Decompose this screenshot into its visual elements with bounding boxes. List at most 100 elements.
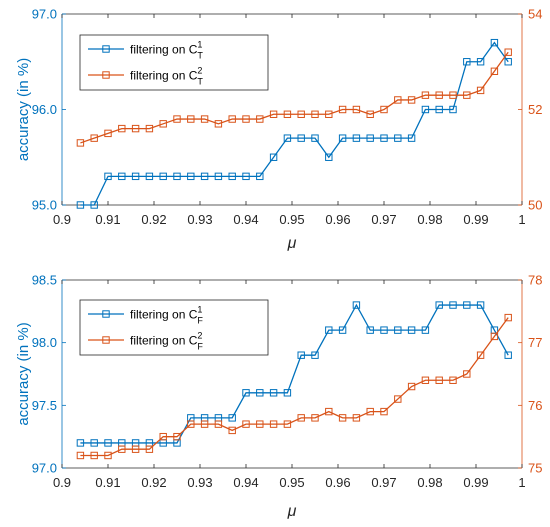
data-point-marker — [118, 445, 126, 453]
data-point-marker — [228, 426, 236, 435]
data-point-marker — [421, 376, 430, 384]
x-tick-label: 0.95 — [279, 475, 304, 490]
data-point-marker — [214, 420, 223, 428]
data-point-marker — [214, 172, 223, 181]
data-point-marker — [297, 351, 305, 359]
legend-label: filtering on C2 F — [130, 331, 203, 352]
data-point-marker — [380, 105, 388, 114]
data-point-marker — [352, 105, 361, 114]
y-right-tick-label: 75 — [528, 461, 542, 476]
data-point-marker — [104, 172, 112, 181]
legend-swatch-marker — [102, 71, 110, 79]
x-tick-label: 0.98 — [417, 212, 442, 227]
data-point-marker — [435, 91, 443, 99]
x-tick-label: 0.92 — [141, 475, 166, 490]
legend-label: filtering on C2 T — [130, 66, 203, 87]
legend-label-sub: F — [197, 342, 203, 352]
data-point-marker — [325, 326, 333, 334]
data-point-marker — [131, 445, 140, 453]
x-tick-label: 0.93 — [187, 475, 212, 490]
x-tick-label: 0.9 — [53, 212, 71, 227]
data-point-marker — [476, 58, 485, 66]
data-point-marker — [187, 420, 195, 428]
y-axis-title: accuracy (in %) — [15, 58, 32, 161]
data-point-marker — [407, 326, 416, 334]
data-point-marker — [131, 124, 140, 133]
data-point-marker — [118, 172, 126, 181]
data-point-marker — [269, 420, 278, 428]
data-point-marker — [145, 124, 154, 133]
data-point-marker — [297, 134, 305, 142]
data-point-marker — [256, 172, 264, 181]
series-line — [80, 41, 509, 206]
data-point-marker — [228, 172, 236, 181]
x-tick-label: 0.94 — [233, 475, 258, 490]
data-point-marker — [283, 134, 292, 142]
data-point-marker — [407, 96, 416, 104]
legend-box — [79, 34, 269, 91]
y-right-tick-label: 76 — [528, 398, 542, 413]
y-left-tick-label: 97.0 — [32, 7, 57, 22]
data-point-marker — [104, 451, 112, 460]
data-point-marker — [421, 105, 430, 114]
x-tick-label: 0.92 — [141, 212, 166, 227]
data-point-marker — [283, 389, 292, 397]
x-tick-label: 0.99 — [463, 212, 488, 227]
y-right-tick-label: 54 — [528, 7, 542, 22]
legend-label-sub: T — [197, 77, 203, 87]
data-point-marker — [504, 313, 512, 322]
data-point-marker — [449, 376, 457, 384]
x-tick-label: 0.94 — [233, 212, 258, 227]
data-point-marker — [504, 48, 512, 56]
data-point-marker — [269, 153, 278, 161]
series-line — [80, 317, 509, 457]
legend-label-sup: 2 — [197, 66, 202, 76]
data-point-marker — [394, 96, 402, 104]
data-point-marker — [76, 451, 85, 460]
data-point-marker — [449, 105, 457, 114]
legend: filtering on C1 F filtering on C2 F — [79, 299, 269, 356]
data-point-marker — [187, 172, 195, 181]
data-point-marker — [104, 439, 112, 447]
data-point-marker — [283, 420, 292, 428]
data-point-marker — [311, 110, 319, 118]
data-point-marker — [269, 110, 278, 118]
data-point-marker — [407, 382, 416, 391]
legend-label: filtering on C1 T — [130, 40, 203, 61]
legend-label: filtering on C1 F — [130, 305, 203, 326]
data-point-marker — [476, 86, 485, 95]
chart-bottom: 0.9 0.91 0.92 0.93 0.94 0.95 0.96 0.97 0.98 0.99 1… — [15, 273, 542, 521]
data-point-marker — [228, 115, 236, 123]
data-point-marker — [476, 351, 485, 359]
data-point-marker — [90, 134, 98, 142]
data-point-marker — [463, 91, 471, 99]
data-point-marker — [228, 414, 236, 422]
x-tick-label: 0.91 — [95, 475, 120, 490]
data-point-marker — [504, 351, 512, 359]
data-point-marker — [435, 301, 443, 309]
legend-label-sup: 1 — [197, 40, 202, 50]
legend-label-sub: T — [197, 51, 203, 61]
data-point-marker — [90, 451, 98, 460]
chart-top: 0.9 0.91 0.92 0.93 0.94 0.95 0.96 0.97 0.98 0.99 1… — [15, 7, 542, 253]
data-point-marker — [76, 439, 85, 447]
x-tick-label: 0.97 — [371, 212, 396, 227]
data-point-marker — [463, 58, 471, 66]
legend-label-main: filtering on C — [130, 69, 198, 83]
x-tick-label: 0.98 — [417, 475, 442, 490]
x-tick-label: 0.99 — [463, 475, 488, 490]
legend-label-main: filtering on C — [130, 334, 198, 348]
data-point-marker — [187, 115, 195, 123]
data-point-marker — [118, 124, 126, 133]
data-point-marker — [256, 420, 264, 428]
data-point-marker — [366, 110, 374, 118]
data-point-marker — [366, 134, 374, 142]
x-tick-label: 0.97 — [371, 475, 396, 490]
x-axis-title: μ — [287, 235, 297, 252]
data-point-marker — [352, 414, 361, 422]
data-point-marker — [283, 110, 292, 118]
data-point-marker — [242, 115, 250, 123]
data-point-marker — [449, 91, 457, 99]
